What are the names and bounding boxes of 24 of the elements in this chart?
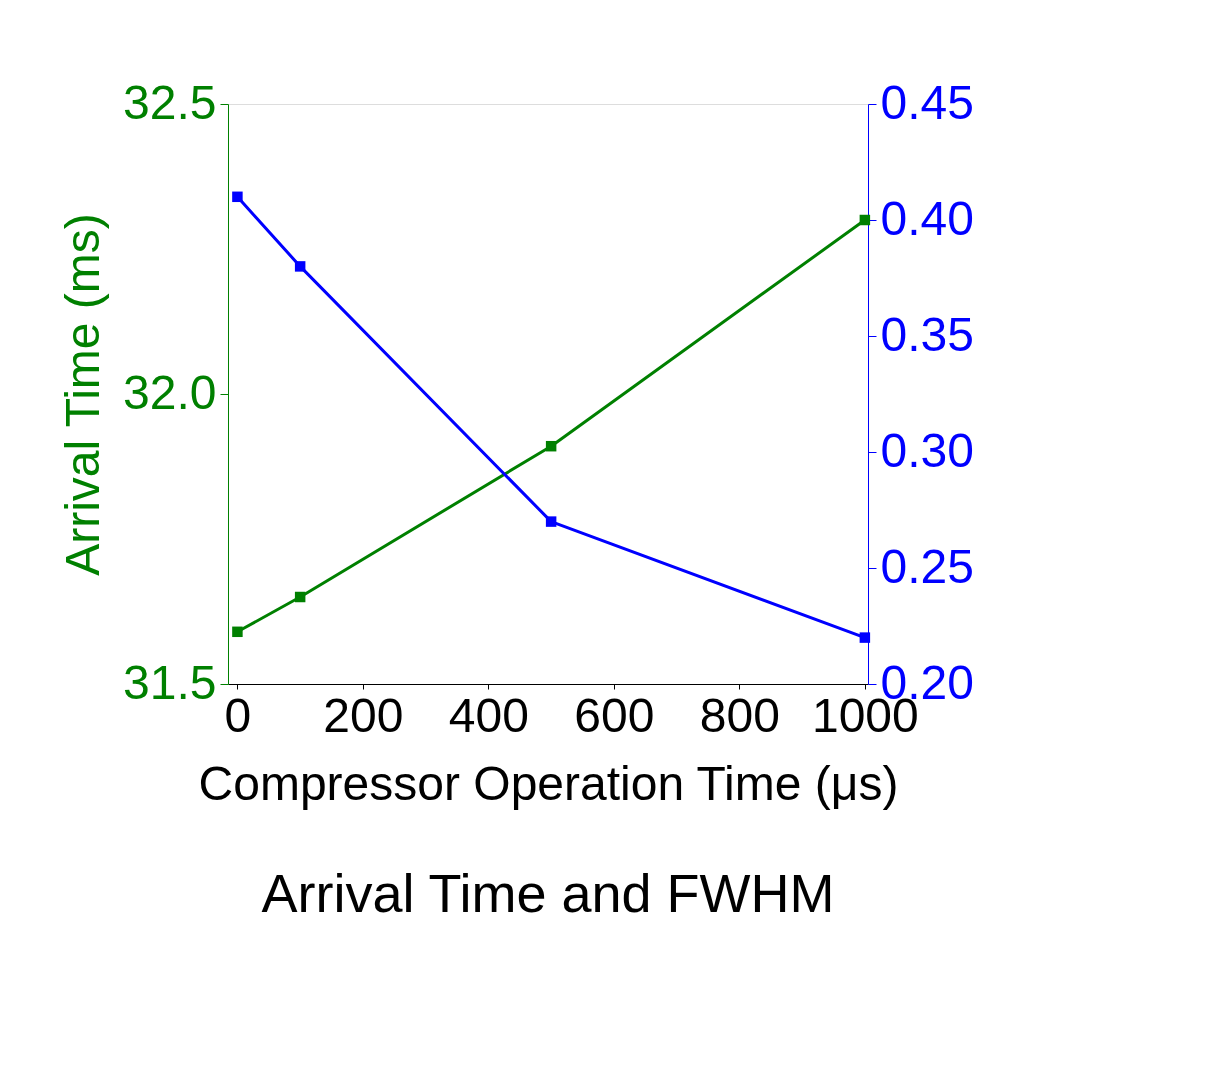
point — [232, 626, 243, 638]
y2-tick-label: 0.30 — [880, 423, 974, 477]
text: Arrival Time and FWHM — [261, 863, 835, 923]
point — [859, 632, 871, 643]
y-axis-title: Arrival Time (ms) — [56, 213, 110, 576]
point — [545, 440, 557, 452]
y-tick-label: 32.0 — [123, 365, 217, 419]
x-tick-label: 200 — [323, 688, 404, 742]
y2-tick-label: 0.40 — [880, 191, 974, 245]
y-tick-label: 32.5 — [123, 75, 217, 129]
y2-tick-label: 0.25 — [880, 539, 974, 593]
y2-tick-label: 0.45 — [880, 75, 974, 129]
point — [294, 591, 306, 603]
x-tick-label: 400 — [448, 688, 529, 742]
point — [294, 261, 306, 272]
x-tick-label: 600 — [574, 688, 655, 742]
x-tick-label: 800 — [699, 688, 780, 742]
point — [232, 191, 243, 203]
y-tick-label: 31.5 — [123, 655, 217, 709]
x-tick-label: 0 — [224, 688, 252, 742]
point — [859, 214, 871, 226]
y2-tick-label: 0.35 — [880, 307, 974, 361]
x-axis-title: Compressor Operation Time (μs) — [198, 756, 899, 810]
point — [545, 516, 557, 527]
